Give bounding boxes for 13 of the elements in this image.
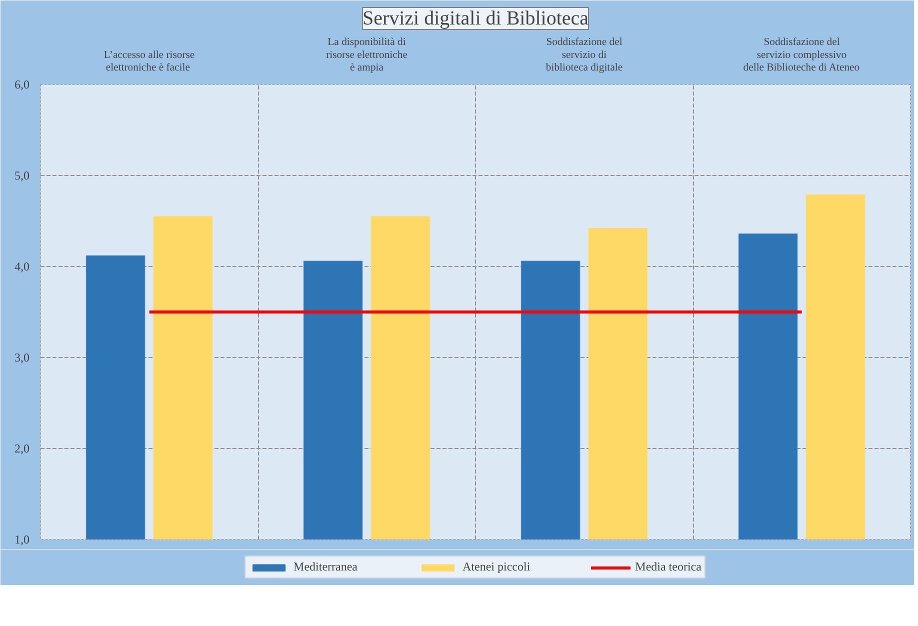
legend-label: Atenei piccoli [462, 560, 530, 574]
legend-label: Media teorica [635, 560, 702, 574]
x-tick-label: La disponibilità di risorse elettroniche è ampia [326, 37, 408, 74]
y-tick-label: 2,0 [14, 442, 30, 456]
x-tick-label: Soddisfazione del servizio di biblioteca digitale [546, 37, 623, 74]
x-tick-label: Soddisfazione del servizio complessivo delle Biblioteche di Ateneo [743, 37, 860, 74]
y-tick-label: 1,0 [14, 532, 30, 546]
y-tick-label: 3,0 [14, 350, 30, 364]
legend-label: Mediterranea [294, 560, 358, 574]
y-tick-label: 4,0 [14, 260, 30, 274]
x-tick-label: L’accesso alle risorse elettroniche è facile [104, 50, 195, 74]
y-tick-label: 5,0 [14, 168, 30, 182]
y-tick-label: 6,0 [14, 78, 30, 92]
